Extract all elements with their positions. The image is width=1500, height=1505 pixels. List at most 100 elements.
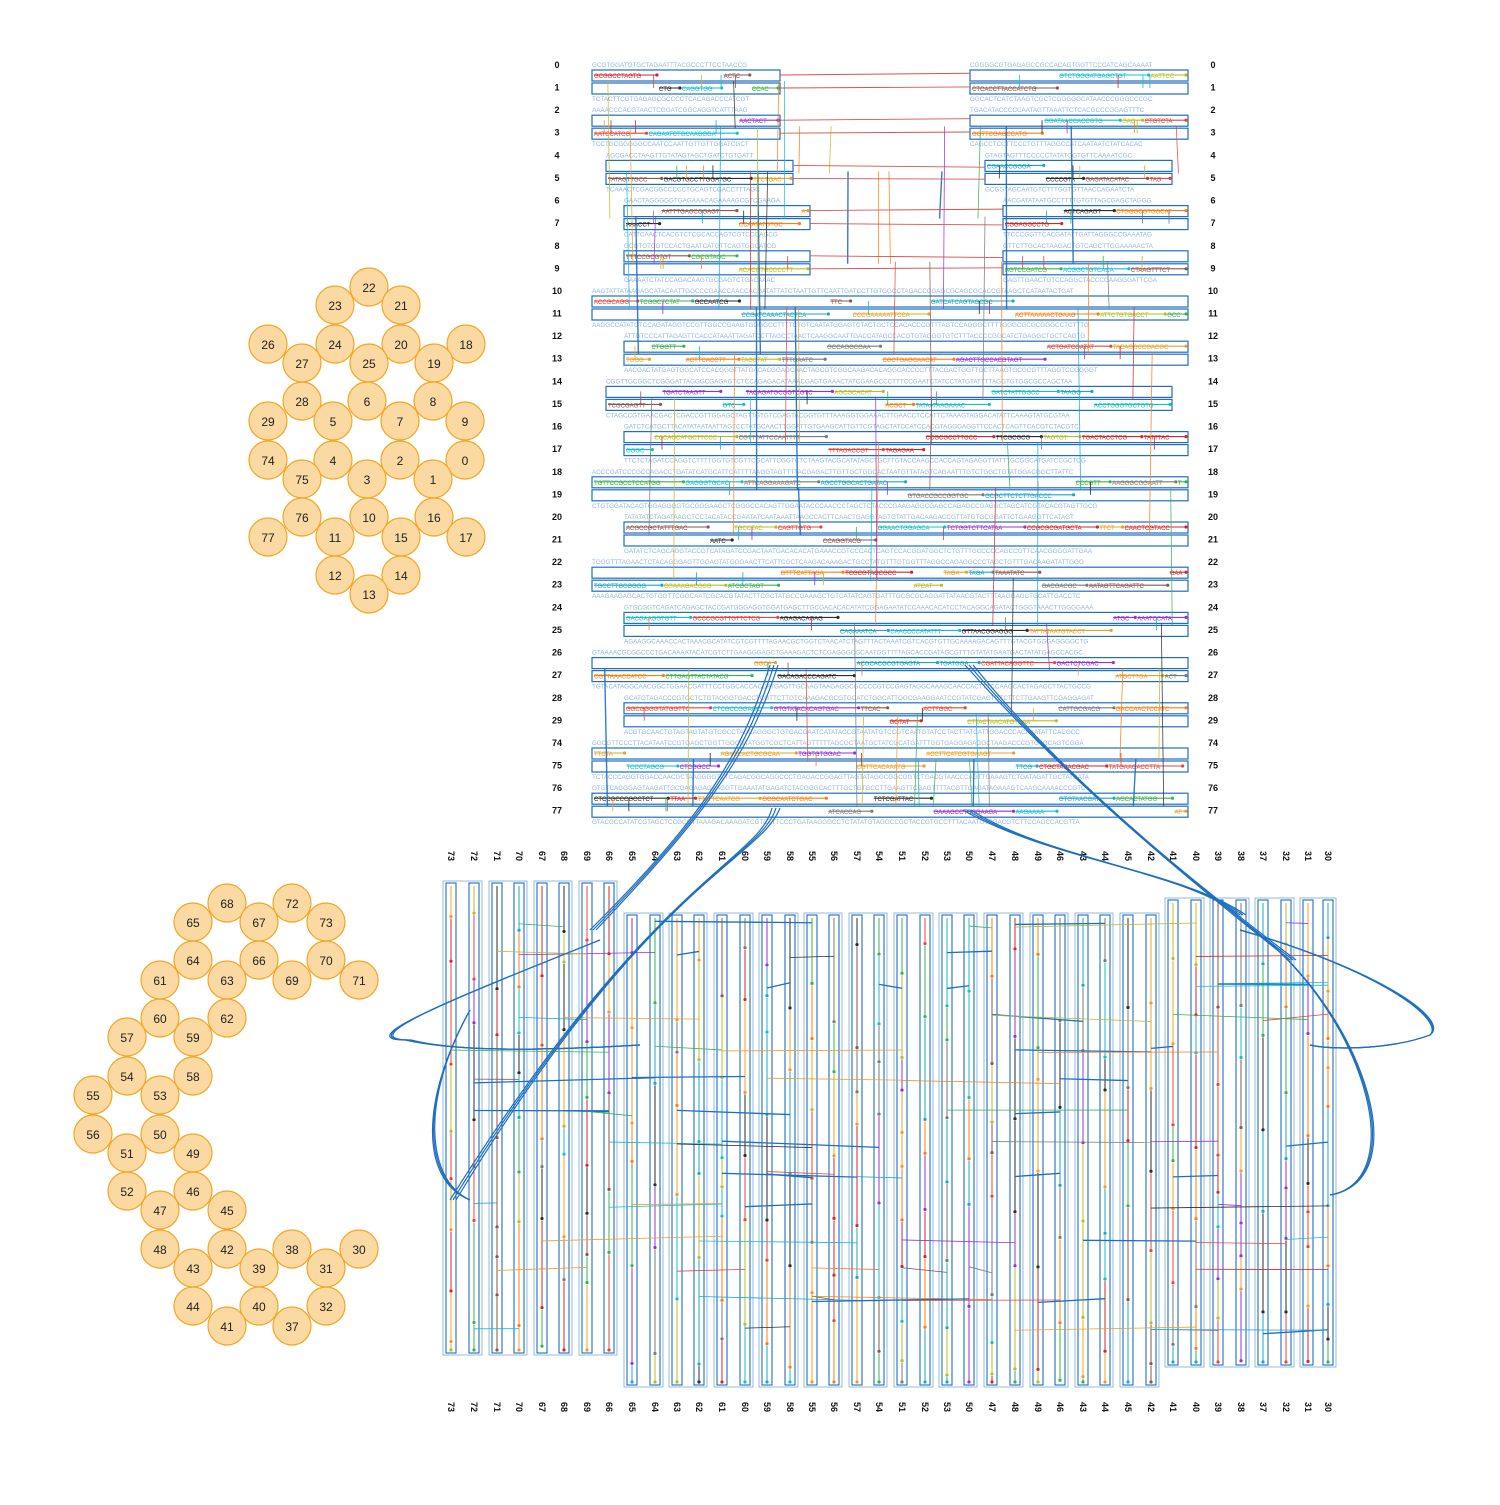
bottom-lattice-helix-30[interactable]: 30: [340, 1230, 378, 1268]
top-lattice-helix-6[interactable]: 6: [348, 382, 386, 420]
top-lattice-helix-19[interactable]: 19: [415, 344, 453, 382]
helix-pair-row-10-11[interactable]: AAGTATTATAAGAGCATACAATTGGCCCGAACCAACCACG…: [552, 286, 1218, 329]
bottom-lattice-helix-71[interactable]: 71: [340, 961, 378, 999]
bottom-lattice-helix-52[interactable]: 52: [108, 1172, 146, 1210]
top-lattice-helix-29[interactable]: 29: [249, 402, 287, 440]
top-lattice-helix-13[interactable]: 13: [350, 575, 388, 613]
bottom-lattice-helix-60[interactable]: 60: [141, 999, 179, 1037]
bottom-lattice-helix-51[interactable]: 51: [108, 1134, 146, 1172]
bottom-lattice-helix-46[interactable]: 46: [174, 1172, 212, 1210]
bottom-lattice-helix-73[interactable]: 73: [307, 903, 345, 941]
bottom-lattice-helix-38[interactable]: 38: [273, 1230, 311, 1268]
bottom-lattice-helix-58[interactable]: 58: [174, 1057, 212, 1095]
bottom-lattice-helix-53[interactable]: 53: [141, 1076, 179, 1114]
top-lattice-helix-3[interactable]: 3: [348, 460, 386, 498]
bottom-lattice-helix-48[interactable]: 48: [141, 1230, 179, 1268]
sequence-text: GTACGCCATATCGTAGCTCCGCGTTAAAGACAAAGATCGT…: [592, 819, 1080, 826]
top-lattice-helix-12[interactable]: 12: [316, 556, 354, 594]
bottom-lattice-helix-47[interactable]: 47: [141, 1191, 179, 1229]
column-label-top: 71: [492, 851, 502, 861]
helix-pair-row-74-75[interactable]: GGCGTTCCCTTACATAATCCGTGAGCTGGTTGGCGTATGG…: [552, 738, 1218, 781]
top-lattice-helix-77[interactable]: 77: [249, 518, 287, 556]
top-lattice-helix-10[interactable]: 10: [350, 498, 388, 536]
top-lattice-helix-17[interactable]: 17: [447, 518, 485, 556]
helix-pair-row-12-13[interactable]: ATTGTCCCATTAGAGTTCACCATAAATTAGATCCTTAGCC…: [552, 331, 1218, 374]
helix-pair-row-20-21[interactable]: TATATATCTAGATAAGCTCCTACATACCGAATATCAATAA…: [552, 512, 1218, 555]
helix-pair-row-18-19[interactable]: ACCCGATCCCGCCAGACCTGATATCATGCATTCATTTTAA…: [552, 467, 1218, 510]
bottom-lattice-helix-65[interactable]: 65: [174, 903, 212, 941]
top-lattice-helix-75[interactable]: 75: [283, 460, 321, 498]
helix-pair-row-4-5[interactable]: AGCGACCTAAGTTGTATAGTAGCTGATCTGTGATTTCAAA…: [554, 150, 1215, 193]
top-lattice-helix-8[interactable]: 8: [414, 382, 452, 420]
top-lattice-helix-27[interactable]: 27: [283, 344, 321, 382]
helix-pair-row-0-1[interactable]: GCGTGGATGTGCTAGAATTTACGCCCTTCCTAACCGTCTA…: [554, 60, 1215, 103]
bottom-lattice-helix-44[interactable]: 44: [174, 1287, 212, 1325]
bottom-lattice-helix-57[interactable]: 57: [108, 1018, 146, 1056]
top-lattice-helix-24[interactable]: 24: [316, 325, 354, 363]
bottom-lattice-helix-31[interactable]: 31: [307, 1249, 345, 1287]
bottom-lattice-helix-62[interactable]: 62: [208, 999, 246, 1037]
top-lattice-helix-11[interactable]: 11: [316, 518, 354, 556]
staple-sequence: ACGCACGCGTGAGTA: [856, 662, 920, 668]
helix-pair-row-26-27[interactable]: GTAAAACGCGGCCCTGACAAAATACATCGTCTTGAAGGGA…: [552, 648, 1218, 691]
helix-pair-row-22-23[interactable]: TGGGTTTAGAACTCTACAGGGAGTTGGAGTATGGGAACTT…: [552, 557, 1218, 600]
bottom-lattice-helix-59[interactable]: 59: [174, 1018, 212, 1056]
bottom-lattice-helix-54[interactable]: 54: [108, 1057, 146, 1095]
bottom-lattice-helix-41[interactable]: 41: [208, 1307, 246, 1345]
bottom-lattice-helix-43[interactable]: 43: [174, 1249, 212, 1287]
top-lattice-helix-21[interactable]: 21: [382, 286, 420, 324]
top-lattice-helix-16[interactable]: 16: [415, 498, 453, 536]
bottom-lattice-helix-32[interactable]: 32: [307, 1287, 345, 1325]
bottom-lattice-helix-37[interactable]: 37: [273, 1307, 311, 1345]
bottom-lattice-helix-70[interactable]: 70: [307, 941, 345, 979]
helix-number: 73: [319, 916, 333, 930]
bottom-lattice-helix-69[interactable]: 69: [273, 961, 311, 999]
helix-pair-row-2-3[interactable]: AAAACCCACGTAACTCGGATCGGCAGGTCATTTAAGTCCT…: [554, 105, 1215, 148]
top-lattice-helix-74[interactable]: 74: [249, 441, 287, 479]
top-lattice-helix-9[interactable]: 9: [446, 402, 484, 440]
helix-pair-row-8-9[interactable]: GCGTGTCGTCCACTGAATCATGTTCAGTGGCATCGGAAAA…: [554, 241, 1215, 284]
helix-pair-row-24-25[interactable]: GTGCGGTCAGATCAGAGCTACCGATGGGAGGTGGATGAGC…: [552, 602, 1218, 645]
bottom-lattice-helix-67[interactable]: 67: [240, 903, 278, 941]
bottom-lattice-helix-64[interactable]: 64: [174, 941, 212, 979]
top-lattice-helix-23[interactable]: 23: [316, 286, 354, 324]
top-lattice-helix-25[interactable]: 25: [350, 344, 388, 382]
top-lattice-helix-2[interactable]: 2: [381, 441, 419, 479]
bottom-lattice-helix-49[interactable]: 49: [174, 1134, 212, 1172]
bottom-lattice-helix-50[interactable]: 50: [141, 1115, 179, 1153]
helix-pair-row-28-29[interactable]: GCATGTAGACCCGTGCTCTGTAGGGTGACCTCGTTCTTGT…: [552, 693, 1218, 736]
helix-pair-row-76-77[interactable]: GTGTCAGGGAGTAAGATTGCGAGAGAGAAGGTTGAAATAT…: [552, 783, 1218, 826]
bottom-lattice-helix-40[interactable]: 40: [240, 1287, 278, 1325]
top-lattice-helix-5[interactable]: 5: [314, 402, 352, 440]
top-lattice-helix-15[interactable]: 15: [382, 518, 420, 556]
helix-pair-row-6-7[interactable]: GAACTAGGGGGTGAGAAACAGAAAAGCGTCGAAGACATTC…: [554, 196, 1215, 239]
helix-pair-row-16-17[interactable]: GATCTCATGCTTACATATAATAATTAGTCCTATGCAACTT…: [552, 422, 1218, 465]
bottom-lattice-helix-72[interactable]: 72: [273, 884, 311, 922]
bottom-lattice-helix-56[interactable]: 56: [74, 1115, 112, 1153]
bottom-lattice-helix-66[interactable]: 66: [240, 941, 278, 979]
bottom-lattice-helix-63[interactable]: 63: [208, 961, 246, 999]
bottom-lattice-helix-39[interactable]: 39: [240, 1249, 278, 1287]
top-lattice-helix-76[interactable]: 76: [283, 498, 321, 536]
bottom-lattice-helix-45[interactable]: 45: [208, 1191, 246, 1229]
top-lattice-helix-26[interactable]: 26: [249, 325, 287, 363]
top-lattice-helix-7[interactable]: 7: [381, 402, 419, 440]
bottom-lattice-helix-55[interactable]: 55: [74, 1076, 112, 1114]
top-lattice-helix-1[interactable]: 1: [414, 460, 452, 498]
bottom-lattice-helix-61[interactable]: 61: [141, 961, 179, 999]
